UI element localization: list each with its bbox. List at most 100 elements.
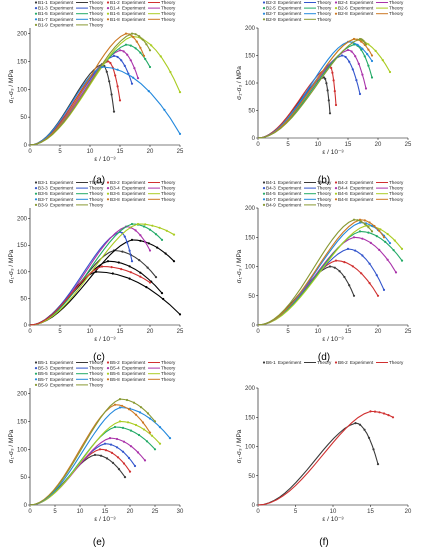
legend-experiment-label: Experiment xyxy=(122,6,146,11)
legend-experiment-label: Experiment xyxy=(122,371,146,376)
legend-id: B1-9 xyxy=(38,22,48,27)
experiment-point xyxy=(333,266,336,269)
legend-id: B3-6 xyxy=(110,191,120,196)
experiment-point xyxy=(367,64,370,67)
experiment-point xyxy=(126,421,130,424)
y-axis-label: σ₁-σ₃ / MPa xyxy=(8,69,15,103)
experiment-point xyxy=(358,230,362,233)
experiment-point xyxy=(110,451,114,454)
legend: B1-1 Experiment Theory B1-2 Experiment Theory… xyxy=(34,0,176,27)
legend-theory-label: Theory xyxy=(89,382,104,387)
experiment-point xyxy=(142,225,146,228)
experiment-point xyxy=(352,236,356,239)
legend-marker xyxy=(106,12,110,15)
legend-id: B3-4 xyxy=(110,186,120,191)
experiment-point xyxy=(100,265,104,268)
experiment-point xyxy=(144,57,147,61)
experiment-point xyxy=(358,92,362,96)
experiment-point xyxy=(111,461,115,464)
legend-experiment-label: Experiment xyxy=(50,202,74,207)
x-axis-label: ε / 10⁻³ xyxy=(94,516,116,523)
experiment-point xyxy=(144,240,147,243)
legend-theory-label: Theory xyxy=(389,11,404,16)
x-axis-label: ε / 10⁻³ xyxy=(322,149,344,156)
legend-marker xyxy=(34,361,38,364)
legend-experiment-label: Experiment xyxy=(122,186,146,191)
legend-marker xyxy=(34,181,38,184)
theory-line xyxy=(29,437,146,506)
experiment-point xyxy=(120,404,124,407)
x-tick-label: 10 xyxy=(87,329,94,335)
legend-theory-label: Theory xyxy=(317,360,332,365)
legend-marker xyxy=(334,187,338,190)
x-tick-label: 5 xyxy=(58,329,62,335)
experiment-point xyxy=(340,54,344,57)
x-tick-label: 0 xyxy=(28,149,32,155)
experiment-point xyxy=(141,38,144,41)
x-tick-label: 15 xyxy=(102,509,109,515)
legend-experiment-label: Experiment xyxy=(350,197,374,202)
experiment-point xyxy=(363,428,366,431)
y-tick-label: 100 xyxy=(17,270,28,276)
theory-line xyxy=(257,225,403,326)
legend-marker xyxy=(34,23,38,26)
experiment-point xyxy=(108,437,112,440)
experiment-point xyxy=(148,431,152,434)
theory-line xyxy=(257,260,379,326)
experiment-point xyxy=(400,259,404,262)
legend-id: B4-4 xyxy=(338,186,348,191)
experiment-point xyxy=(334,259,338,262)
experiment-point xyxy=(178,91,182,94)
legend-marker xyxy=(334,198,338,201)
experiment-point xyxy=(130,260,134,263)
legend-theory-label: Theory xyxy=(317,17,332,22)
experiment-point xyxy=(109,61,112,65)
experiment-point xyxy=(388,70,392,74)
x-tick-label: 5 xyxy=(294,509,298,515)
legend-theory-label: Theory xyxy=(89,191,104,196)
legend-id: B5-9 xyxy=(38,382,48,387)
experiment-point xyxy=(165,229,168,232)
y-tick-label: 0 xyxy=(24,143,28,149)
legend-theory-label: Theory xyxy=(161,377,176,382)
legend-marker xyxy=(106,18,110,21)
experiment-point xyxy=(106,60,110,63)
legend-marker xyxy=(34,1,38,4)
experiment-point xyxy=(158,442,162,445)
y-tick-label: 100 xyxy=(17,447,28,453)
y-tick-label: 50 xyxy=(20,115,27,121)
y-tick-label: 150 xyxy=(245,54,256,60)
experiment-point xyxy=(369,241,372,244)
experiment-point xyxy=(324,77,327,80)
theory-line xyxy=(29,448,131,506)
legend-id: B4-1 xyxy=(266,180,276,185)
legend-id: B1-6 xyxy=(110,11,120,16)
experiment-point xyxy=(348,284,351,287)
legend-id: B1-8 xyxy=(110,17,120,22)
theory-line xyxy=(29,426,156,506)
theory-line xyxy=(257,65,337,139)
legend-experiment-label: Experiment xyxy=(50,22,74,27)
experiment-point xyxy=(98,448,102,451)
theory-line xyxy=(257,38,391,139)
experiment-point xyxy=(361,47,364,50)
legend-theory-label: Theory xyxy=(89,22,104,27)
x-tick-label: 25 xyxy=(177,149,184,155)
experiment-point xyxy=(145,43,148,46)
legend-id: B4-2 xyxy=(338,180,348,185)
experiment-point xyxy=(354,249,357,252)
experiment-point xyxy=(118,420,122,423)
experiment-point xyxy=(127,456,131,460)
experiment-point xyxy=(130,222,134,226)
legend-theory-label: Theory xyxy=(89,202,104,207)
experiment-point xyxy=(133,67,136,70)
experiment-point xyxy=(352,294,356,297)
legend-experiment-label: Experiment xyxy=(278,11,302,16)
experiment-point xyxy=(104,449,108,452)
experiment-point xyxy=(367,226,370,229)
experiment-point xyxy=(178,132,182,135)
experiment-point xyxy=(138,35,141,38)
experiment-point xyxy=(332,79,335,82)
experiment-point xyxy=(162,297,165,301)
panel-caption: (e) xyxy=(93,537,105,548)
